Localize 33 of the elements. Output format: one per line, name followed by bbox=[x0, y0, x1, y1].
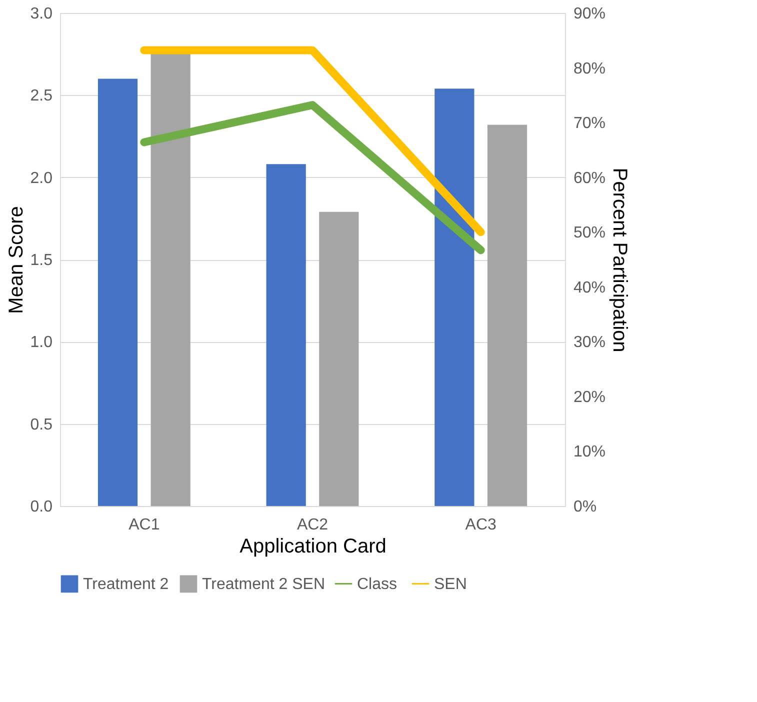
bar bbox=[319, 212, 359, 506]
y2-tick-label: 70% bbox=[574, 115, 606, 132]
bar bbox=[150, 52, 190, 506]
y2-tick-label: 60% bbox=[574, 170, 606, 187]
legend-label: Treatment 2 bbox=[83, 576, 169, 593]
y2-tick-label: 0% bbox=[574, 498, 597, 516]
legend-label: SEN bbox=[434, 576, 467, 593]
y-tick-label: 0.5 bbox=[30, 416, 53, 434]
y2-tick-label: 40% bbox=[574, 279, 606, 296]
y-tick-label: 0.0 bbox=[30, 498, 53, 516]
y2-tick-label: 90% bbox=[574, 6, 606, 22]
y-tick-label: 1.5 bbox=[30, 252, 53, 269]
legend-label: Class bbox=[357, 576, 398, 593]
y-axis-title: Mean Score bbox=[5, 206, 28, 314]
x-tick-label: AC3 bbox=[465, 516, 496, 534]
bar bbox=[487, 124, 528, 506]
bar bbox=[98, 78, 138, 506]
y-tick-label: 3.0 bbox=[30, 6, 53, 22]
y-tick-label: 2.5 bbox=[30, 88, 53, 105]
x-axis-title: Application Card bbox=[240, 536, 386, 558]
y2-tick-label: 20% bbox=[574, 388, 606, 406]
bar bbox=[266, 164, 306, 506]
y-tick-label: 2.0 bbox=[30, 170, 53, 187]
x-tick-label: AC2 bbox=[296, 516, 328, 534]
legend-label: Treatment 2 SEN bbox=[202, 576, 326, 593]
bar bbox=[434, 88, 474, 506]
y2-tick-label: 30% bbox=[574, 334, 606, 352]
y2-axis-title: Percent Participation bbox=[608, 168, 631, 352]
y2-tick-label: 80% bbox=[574, 60, 606, 78]
y-tick-label: 1.0 bbox=[30, 334, 53, 352]
y2-tick-label: 10% bbox=[574, 444, 606, 461]
x-tick-label: AC1 bbox=[128, 516, 160, 534]
y2-tick-label: 50% bbox=[574, 224, 606, 242]
